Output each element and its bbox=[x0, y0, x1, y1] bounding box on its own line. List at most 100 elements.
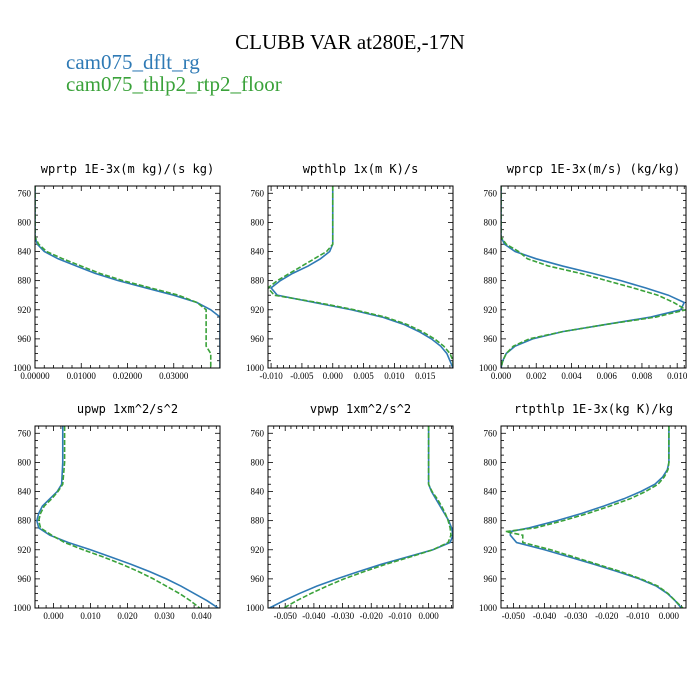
y-tick-label: 880 bbox=[18, 516, 32, 526]
plot-frame bbox=[34, 185, 221, 369]
y-tick-label: 920 bbox=[18, 305, 32, 315]
x-tick-label: -0.040 bbox=[302, 611, 326, 621]
x-tick-label: 0.010 bbox=[80, 611, 101, 621]
y-tick-label: 840 bbox=[484, 247, 498, 257]
y-tick-label: 1000 bbox=[13, 603, 32, 613]
y-tick-label: 880 bbox=[18, 276, 32, 286]
y-tick-label: 920 bbox=[484, 545, 498, 555]
plot-frame bbox=[500, 425, 687, 609]
panel-2: wpthlp 1x(m K)/s7608008408809209601000-0… bbox=[246, 162, 454, 381]
series-line-floor bbox=[35, 186, 212, 368]
x-tick-label: -0.010 bbox=[388, 611, 412, 621]
x-tick-label: 0.020 bbox=[117, 611, 138, 621]
panel-6: rtpthlp 1E-3x(kg K)/kg 760 800 840 880 920 960… bbox=[479, 402, 687, 621]
x-tick-label: 0.03000 bbox=[159, 371, 189, 381]
x-tick-label: 0.015 bbox=[415, 371, 436, 381]
series-line-dflt bbox=[501, 186, 686, 368]
y-tick-label: 1000 bbox=[479, 363, 498, 373]
y-tick-label: 800 bbox=[18, 217, 32, 227]
plot-frame bbox=[500, 185, 687, 369]
panel-title: upwp 1xm^2/s^2 bbox=[77, 402, 178, 416]
panel-title: wpthlp 1x(m K)/s bbox=[303, 162, 419, 176]
y-tick-label: 1000 bbox=[13, 363, 32, 373]
x-tick-label: -0.010 bbox=[259, 371, 283, 381]
y-tick-label: 840 bbox=[251, 487, 265, 497]
y-tick-label: 760 bbox=[251, 188, 265, 198]
x-tick-label: -0.040 bbox=[533, 611, 557, 621]
y-tick-label: 960 bbox=[18, 334, 32, 344]
x-tick-label: -0.030 bbox=[564, 611, 588, 621]
series-line-floor bbox=[283, 426, 452, 608]
x-tick-label: 0.008 bbox=[632, 371, 653, 381]
series-line-dflt bbox=[509, 426, 682, 608]
y-tick-label: 880 bbox=[484, 516, 498, 526]
y-tick-label: 1000 bbox=[479, 603, 498, 613]
y-tick-label: 800 bbox=[484, 457, 498, 467]
panel-5: vpwp 1xm^2/s^2 760 800 840 880 920 960 1000 -0.0… bbox=[246, 402, 454, 621]
y-tick-label: 960 bbox=[484, 334, 498, 344]
panel-title: wprtp 1E-3x(m kg)/(s kg) bbox=[41, 162, 214, 176]
y-tick-label: 920 bbox=[251, 545, 265, 555]
panel-4: upwp 1xm^2/s^2 760 800 840 880 920 960 1000 0.00… bbox=[13, 402, 221, 621]
y-tick-label: 800 bbox=[251, 217, 265, 227]
x-tick-label: 0.02000 bbox=[113, 371, 143, 381]
x-tick-label: 0.000 bbox=[43, 611, 64, 621]
x-tick-label: 0.006 bbox=[597, 371, 618, 381]
x-tick-label: -0.010 bbox=[626, 611, 650, 621]
series-line-dflt bbox=[35, 186, 220, 368]
y-tick-label: 760 bbox=[18, 428, 32, 438]
series-line-dflt bbox=[269, 426, 453, 608]
x-tick-label: 0.010 bbox=[667, 371, 688, 381]
y-tick-label: 840 bbox=[251, 247, 265, 257]
y-tick-label: 800 bbox=[484, 217, 498, 227]
series-line-dflt bbox=[269, 186, 453, 368]
y-tick-label: 960 bbox=[18, 574, 32, 584]
y-tick-label: 960 bbox=[251, 334, 265, 344]
panel-title: rtpthlp 1E-3x(kg K)/kg bbox=[514, 402, 673, 416]
x-tick-label: -0.050 bbox=[274, 611, 298, 621]
panel-3: wprcp 1E-3x(m/s) (kg/kg) 760 800 840 880 920 9… bbox=[479, 162, 688, 381]
y-tick-label: 760 bbox=[484, 188, 498, 198]
x-tick-label: -0.030 bbox=[331, 611, 355, 621]
y-tick-label: 920 bbox=[484, 305, 498, 315]
x-tick-label: 0.030 bbox=[154, 611, 175, 621]
x-tick-label: 0.040 bbox=[191, 611, 212, 621]
y-tick-label: 960 bbox=[484, 574, 498, 584]
legend-entry-floor: cam075_thlp2_rtp2_floor bbox=[66, 72, 282, 96]
y-tick-label: 760 bbox=[18, 188, 32, 198]
y-tick-label: 760 bbox=[484, 428, 498, 438]
y-tick-label: 920 bbox=[18, 545, 32, 555]
x-tick-label: 0.005 bbox=[353, 371, 374, 381]
x-tick-label: 0.00000 bbox=[20, 371, 50, 381]
plot-frame bbox=[267, 185, 454, 369]
x-tick-label: 0.01000 bbox=[67, 371, 97, 381]
plot-frame bbox=[267, 425, 454, 609]
figure-title: CLUBB VAR at280E,-17N bbox=[235, 30, 465, 54]
plot-frame bbox=[34, 425, 221, 609]
y-tick-label: 880 bbox=[484, 276, 498, 286]
series-line-floor bbox=[37, 426, 201, 608]
x-tick-label: -0.020 bbox=[595, 611, 619, 621]
x-tick-label: 0.000 bbox=[418, 611, 439, 621]
y-tick-label: 760 bbox=[251, 428, 265, 438]
x-tick-label: 0.000 bbox=[323, 371, 344, 381]
y-tick-label: 880 bbox=[251, 516, 265, 526]
x-tick-label: 0.004 bbox=[561, 371, 582, 381]
y-tick-label: 1000 bbox=[246, 603, 265, 613]
y-tick-label: 840 bbox=[18, 487, 32, 497]
panel-1: wprtp 1E-3x(m kg)/(s kg) 760 800 840 880 920 9… bbox=[13, 162, 221, 381]
y-tick-label: 840 bbox=[484, 487, 498, 497]
y-tick-label: 920 bbox=[251, 305, 265, 315]
y-tick-label: 800 bbox=[18, 457, 32, 467]
y-tick-label: 840 bbox=[18, 247, 32, 257]
x-tick-label: 0.010 bbox=[384, 371, 405, 381]
x-tick-label: -0.005 bbox=[290, 371, 314, 381]
x-tick-label: -0.050 bbox=[502, 611, 526, 621]
x-tick-label: 0.002 bbox=[526, 371, 546, 381]
y-tick-label: 880 bbox=[251, 276, 265, 286]
series-line-floor bbox=[505, 426, 684, 608]
y-tick-label: 800 bbox=[251, 457, 265, 467]
series-line-floor bbox=[501, 186, 686, 368]
series-line-floor bbox=[268, 186, 453, 368]
